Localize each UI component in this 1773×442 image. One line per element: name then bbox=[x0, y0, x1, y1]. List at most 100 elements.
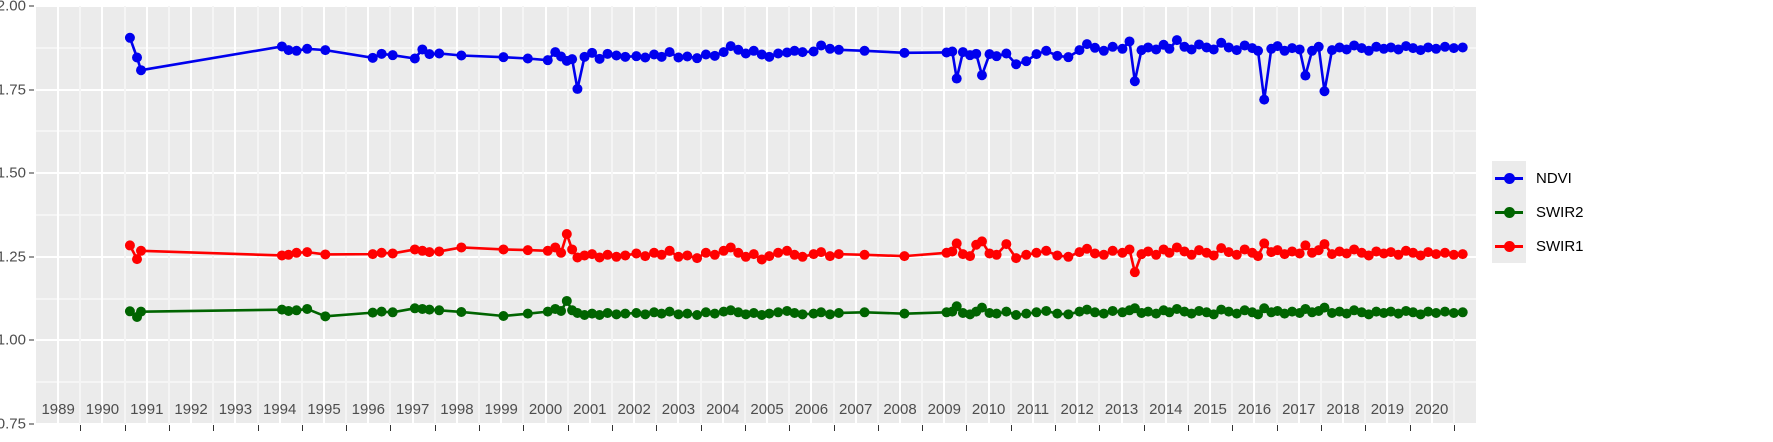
data-point bbox=[556, 247, 567, 258]
data-point bbox=[808, 308, 819, 319]
data-point bbox=[797, 251, 808, 262]
x-tick-mark bbox=[124, 425, 126, 431]
gridline-vertical bbox=[1076, 6, 1079, 424]
data-point bbox=[833, 44, 844, 55]
data-point bbox=[789, 45, 800, 56]
data-point bbox=[682, 308, 693, 319]
legend: NDVI SWIR2 SWIR1 bbox=[1492, 161, 1622, 263]
data-point bbox=[1431, 249, 1442, 260]
series-swir2 bbox=[124, 295, 1468, 322]
data-point bbox=[971, 48, 982, 59]
data-point bbox=[283, 45, 294, 56]
data-point bbox=[951, 73, 962, 84]
gridline-vertical-minor bbox=[478, 6, 481, 424]
data-point bbox=[797, 309, 808, 320]
gridline-vertical bbox=[588, 6, 591, 424]
data-point bbox=[132, 52, 143, 63]
data-point bbox=[376, 48, 387, 59]
data-point bbox=[692, 53, 703, 64]
data-point bbox=[656, 249, 667, 260]
x-tick-mark bbox=[789, 425, 791, 431]
data-point bbox=[824, 251, 835, 262]
data-point bbox=[764, 308, 775, 319]
legend-point-icon bbox=[1503, 172, 1515, 184]
gridline-vertical-minor bbox=[655, 6, 658, 424]
data-point bbox=[367, 52, 378, 63]
x-tick-mark bbox=[1188, 425, 1189, 431]
data-point bbox=[1431, 43, 1442, 54]
x-tick-mark bbox=[833, 425, 835, 431]
data-point bbox=[991, 249, 1002, 260]
data-point bbox=[1408, 307, 1419, 318]
legend-label: SWIR2 bbox=[1536, 203, 1584, 221]
y-tick-label: 1.75 bbox=[0, 81, 26, 99]
data-point bbox=[1349, 244, 1360, 255]
x-tick-mark bbox=[434, 425, 436, 431]
legend-item-swir2[interactable]: SWIR2 bbox=[1492, 195, 1622, 229]
data-point bbox=[1074, 45, 1085, 56]
data-point bbox=[725, 242, 736, 253]
data-point bbox=[579, 309, 590, 320]
data-point bbox=[572, 83, 583, 94]
data-point bbox=[782, 47, 793, 58]
gridline-vertical-minor bbox=[300, 6, 303, 424]
data-point bbox=[673, 309, 684, 320]
data-point bbox=[542, 55, 553, 66]
data-point bbox=[424, 247, 435, 258]
data-point bbox=[1098, 308, 1109, 319]
data-point bbox=[1279, 308, 1290, 319]
data-point bbox=[1327, 45, 1337, 56]
data-point bbox=[1259, 94, 1270, 105]
data-point bbox=[620, 250, 631, 261]
data-point bbox=[756, 49, 767, 60]
data-point bbox=[789, 249, 800, 260]
data-point bbox=[1164, 247, 1175, 258]
gridline-vertical bbox=[57, 6, 60, 424]
data-point bbox=[1371, 246, 1382, 257]
legend-item-swir1[interactable]: SWIR1 bbox=[1492, 229, 1622, 263]
data-point bbox=[1253, 251, 1264, 262]
x-tick-mark bbox=[257, 425, 259, 431]
y-axis: 0.75 1.00 1.25 1.50 1.75 2.00 bbox=[0, 0, 36, 442]
data-point bbox=[291, 45, 302, 56]
data-point bbox=[1272, 41, 1283, 52]
gridline-vertical bbox=[544, 6, 547, 424]
data-point bbox=[1001, 48, 1012, 59]
data-point bbox=[1171, 303, 1182, 314]
data-point bbox=[1223, 42, 1234, 53]
legend-swatch bbox=[1495, 205, 1523, 219]
data-point bbox=[1439, 306, 1450, 317]
data-point bbox=[1151, 44, 1162, 55]
data-point bbox=[602, 307, 613, 318]
gridline-vertical-minor bbox=[876, 6, 879, 424]
data-point bbox=[1143, 306, 1154, 317]
data-point bbox=[1021, 249, 1032, 260]
data-point bbox=[1063, 52, 1074, 63]
data-point bbox=[291, 247, 302, 258]
data-point bbox=[664, 245, 675, 256]
data-point bbox=[1171, 242, 1182, 253]
data-point bbox=[656, 308, 667, 319]
data-point bbox=[1223, 306, 1234, 317]
data-point bbox=[567, 244, 578, 255]
data-point bbox=[1164, 307, 1175, 318]
data-point bbox=[664, 306, 675, 317]
data-point bbox=[808, 46, 819, 57]
legend-key bbox=[1492, 229, 1526, 263]
data-point bbox=[649, 247, 660, 258]
gridline-vertical bbox=[411, 6, 414, 424]
y-tick-mark bbox=[29, 339, 34, 341]
legend-item-ndvi[interactable]: NDVI bbox=[1492, 161, 1622, 195]
data-point bbox=[620, 51, 631, 62]
data-point bbox=[1151, 249, 1162, 260]
gridline-vertical bbox=[943, 6, 946, 424]
data-point bbox=[556, 305, 567, 316]
data-point bbox=[899, 251, 910, 262]
gridline-vertical bbox=[1430, 6, 1433, 424]
data-point bbox=[725, 41, 736, 52]
data-point bbox=[376, 306, 387, 317]
data-point bbox=[1319, 86, 1330, 97]
gridline-horizontal-minor bbox=[36, 297, 1476, 300]
gridline-vertical bbox=[190, 6, 193, 424]
data-point bbox=[302, 43, 313, 54]
